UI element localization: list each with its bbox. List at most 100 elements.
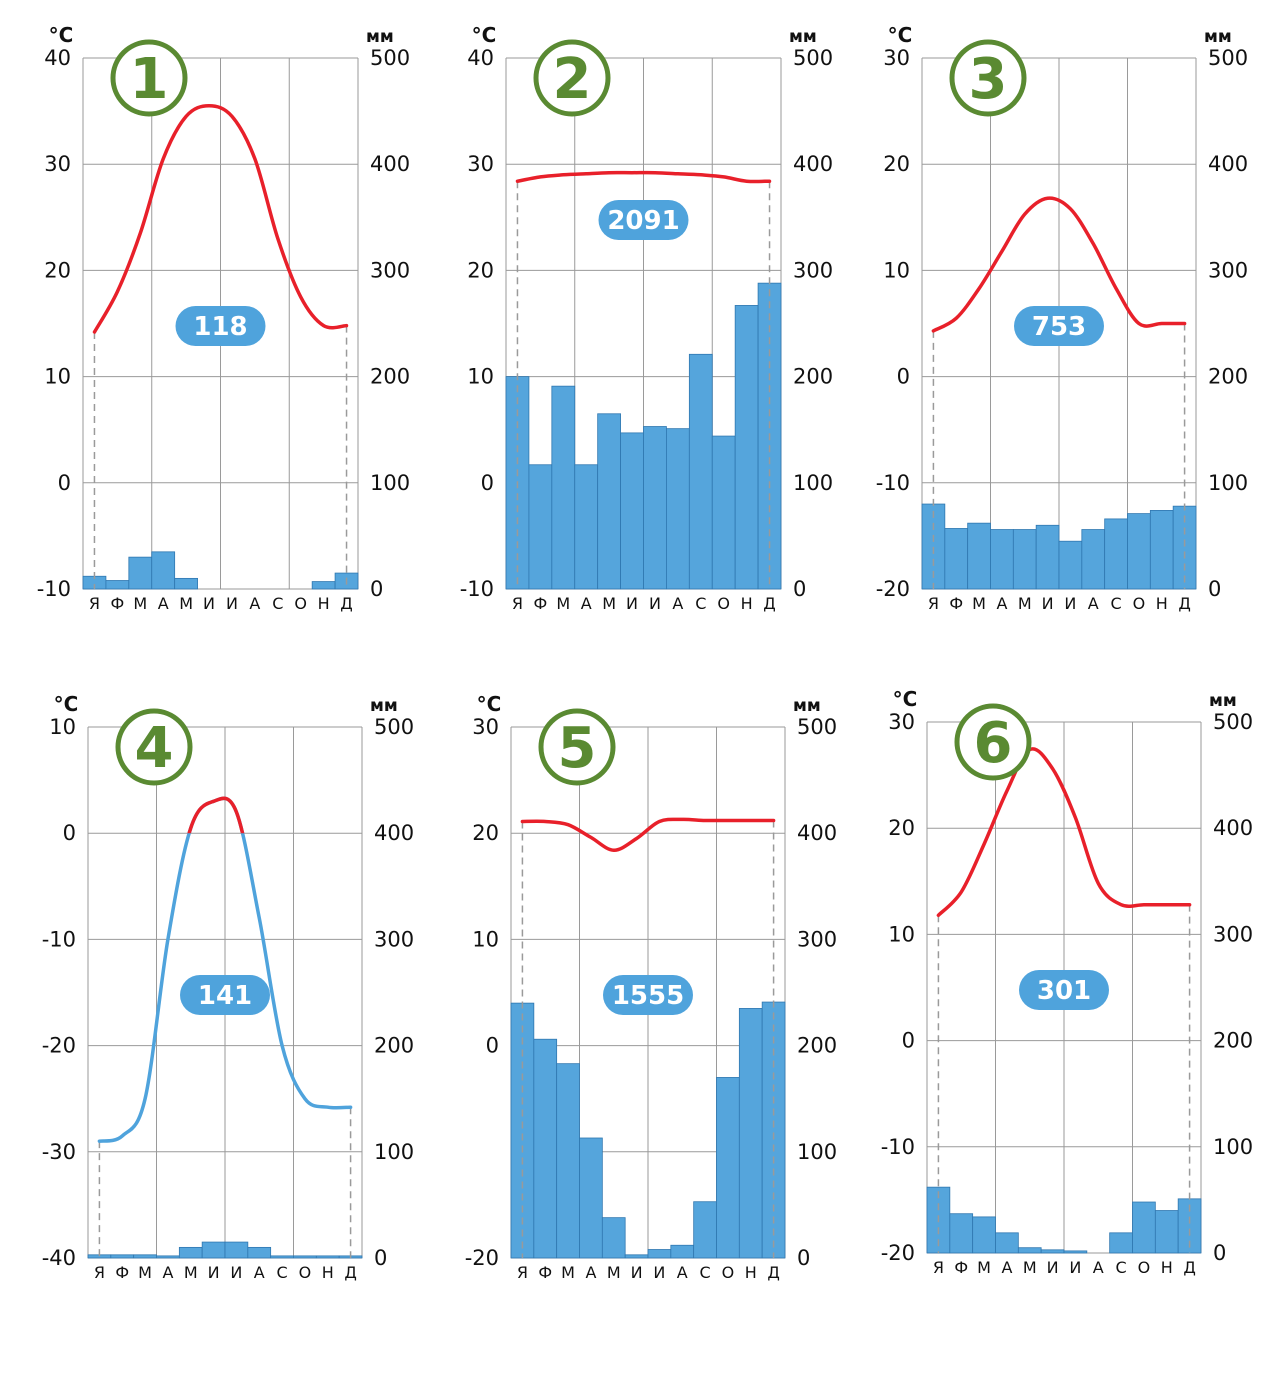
climate-chart-1: Я Ф М А М И И А С О Н Д403020100-105004003002001000… [37, 23, 410, 613]
month-label: И [626, 594, 638, 613]
precipitation-unit-label: мм [793, 696, 821, 716]
precipitation-tick-label: 300 [374, 927, 414, 951]
total-precipitation-badge [1014, 306, 1104, 346]
temperature-curve [520, 817, 776, 852]
precipitation-tick-label: 300 [1208, 258, 1248, 282]
precipitation-bar [224, 1241, 249, 1259]
precipitation-bar [1104, 518, 1128, 590]
month-label: М [179, 594, 193, 613]
precipitation-bar [556, 1063, 580, 1259]
precipitation-bar [574, 464, 599, 590]
temperature-tick-label: 10 [883, 258, 910, 282]
month-label: А [249, 594, 260, 613]
precipitation-bar [601, 1217, 626, 1259]
temperature-unit-label: °C [54, 692, 79, 716]
total-precipitation-value: 118 [193, 312, 247, 342]
precipitation-bar [666, 428, 690, 590]
precipitation-bar [1063, 1250, 1088, 1254]
precipitation-tick-label: 300 [793, 258, 833, 282]
total-precipitation-value: 141 [198, 981, 252, 1011]
chart-number: 4 [135, 716, 174, 781]
total-precipitation-value: 2091 [607, 206, 679, 236]
precipitation-bar [1058, 540, 1083, 590]
temperature-unit-label: °C [49, 23, 74, 47]
chart-number-badge [954, 703, 1032, 781]
month-label: И [631, 1263, 643, 1282]
month-label: С [272, 594, 283, 613]
precipitation-bar [105, 580, 130, 590]
total-precipitation-value: 753 [1032, 312, 1086, 342]
chart-number: 3 [969, 47, 1008, 112]
temperature-tick-label: 20 [888, 816, 915, 840]
precipitation-bar [1132, 1201, 1156, 1254]
month-label: Н [745, 1263, 757, 1282]
temperature-curve [187, 796, 245, 834]
temperature-tick-label: 20 [467, 258, 494, 282]
month-label: М [1018, 594, 1032, 613]
precipitation-bar [1109, 1232, 1133, 1254]
month-label: Я [517, 1263, 528, 1282]
month-label: Ф [533, 594, 547, 613]
month-label: А [996, 594, 1007, 613]
month-label: Я [928, 594, 939, 613]
precipitation-tick-label: 400 [1208, 152, 1248, 176]
climate-chart-6: Я Ф М А М И И А С О Н Д3020100-10-20500400300200100… [881, 687, 1253, 1277]
temperature-tick-label: 30 [472, 715, 499, 739]
temperature-tick-label: 10 [472, 927, 499, 951]
precipitation-bar [178, 1246, 203, 1259]
month-label: И [1064, 594, 1076, 613]
month-label: А [1088, 594, 1099, 613]
temperature-tick-label: -20 [42, 1034, 76, 1058]
month-label: О [299, 1263, 312, 1282]
precipitation-tick-label: 100 [1213, 1135, 1253, 1159]
month-label: М [184, 1263, 198, 1282]
precipitation-tick-label: 500 [1208, 46, 1248, 70]
precipitation-tick-label: 500 [1213, 710, 1253, 734]
temperature-tick-label: -20 [876, 577, 910, 601]
month-label: А [672, 594, 683, 613]
month-label: О [1133, 594, 1146, 613]
month-label: Н [1161, 1258, 1173, 1277]
month-label: А [254, 1263, 265, 1282]
chart-number: 1 [130, 47, 169, 112]
temperature-tick-label: 30 [888, 710, 915, 734]
month-label: О [1138, 1258, 1151, 1277]
precipitation-bar [311, 581, 336, 590]
precipitation-bar [151, 551, 176, 590]
temperature-tick-label: 0 [63, 821, 76, 845]
precipitation-tick-label: 100 [1208, 471, 1248, 495]
precipitation-tick-label: 100 [797, 1140, 837, 1164]
temperature-curve [515, 170, 772, 184]
month-label: Ф [110, 594, 124, 613]
month-label: С [1110, 594, 1121, 613]
precipitation-bar [156, 1255, 180, 1259]
month-label: Я [512, 594, 523, 613]
precipitation-tick-label: 200 [1208, 365, 1248, 389]
precipitation-tick-label: 300 [797, 927, 837, 951]
month-label: Н [1156, 594, 1168, 613]
temperature-tick-label: 0 [902, 1029, 915, 1053]
temperature-tick-label: -20 [465, 1246, 499, 1270]
precipitation-tick-label: 400 [793, 152, 833, 176]
precipitation-bar [174, 577, 198, 590]
month-label: Д [1178, 594, 1191, 613]
chart-number-badge [115, 708, 193, 786]
precipitation-tick-label: 0 [793, 577, 806, 601]
month-label: Д [767, 1263, 780, 1282]
month-label: С [699, 1263, 710, 1282]
month-label: С [1115, 1258, 1126, 1277]
precipitation-bar [1035, 524, 1060, 590]
precipitation-bar [967, 522, 991, 590]
precipitation-tick-label: 200 [1213, 1029, 1253, 1053]
precipitation-tick-label: 200 [797, 1034, 837, 1058]
precipitation-tick-label: 500 [797, 715, 837, 739]
precipitation-tick-label: 500 [793, 46, 833, 70]
chart-number: 5 [558, 716, 597, 781]
month-label: С [695, 594, 706, 613]
precipitation-tick-label: 100 [370, 471, 410, 495]
total-precipitation-value: 301 [1037, 976, 1091, 1006]
precipitation-bar [201, 1241, 226, 1259]
precipitation-bar [315, 1255, 340, 1259]
month-label: Н [741, 594, 753, 613]
